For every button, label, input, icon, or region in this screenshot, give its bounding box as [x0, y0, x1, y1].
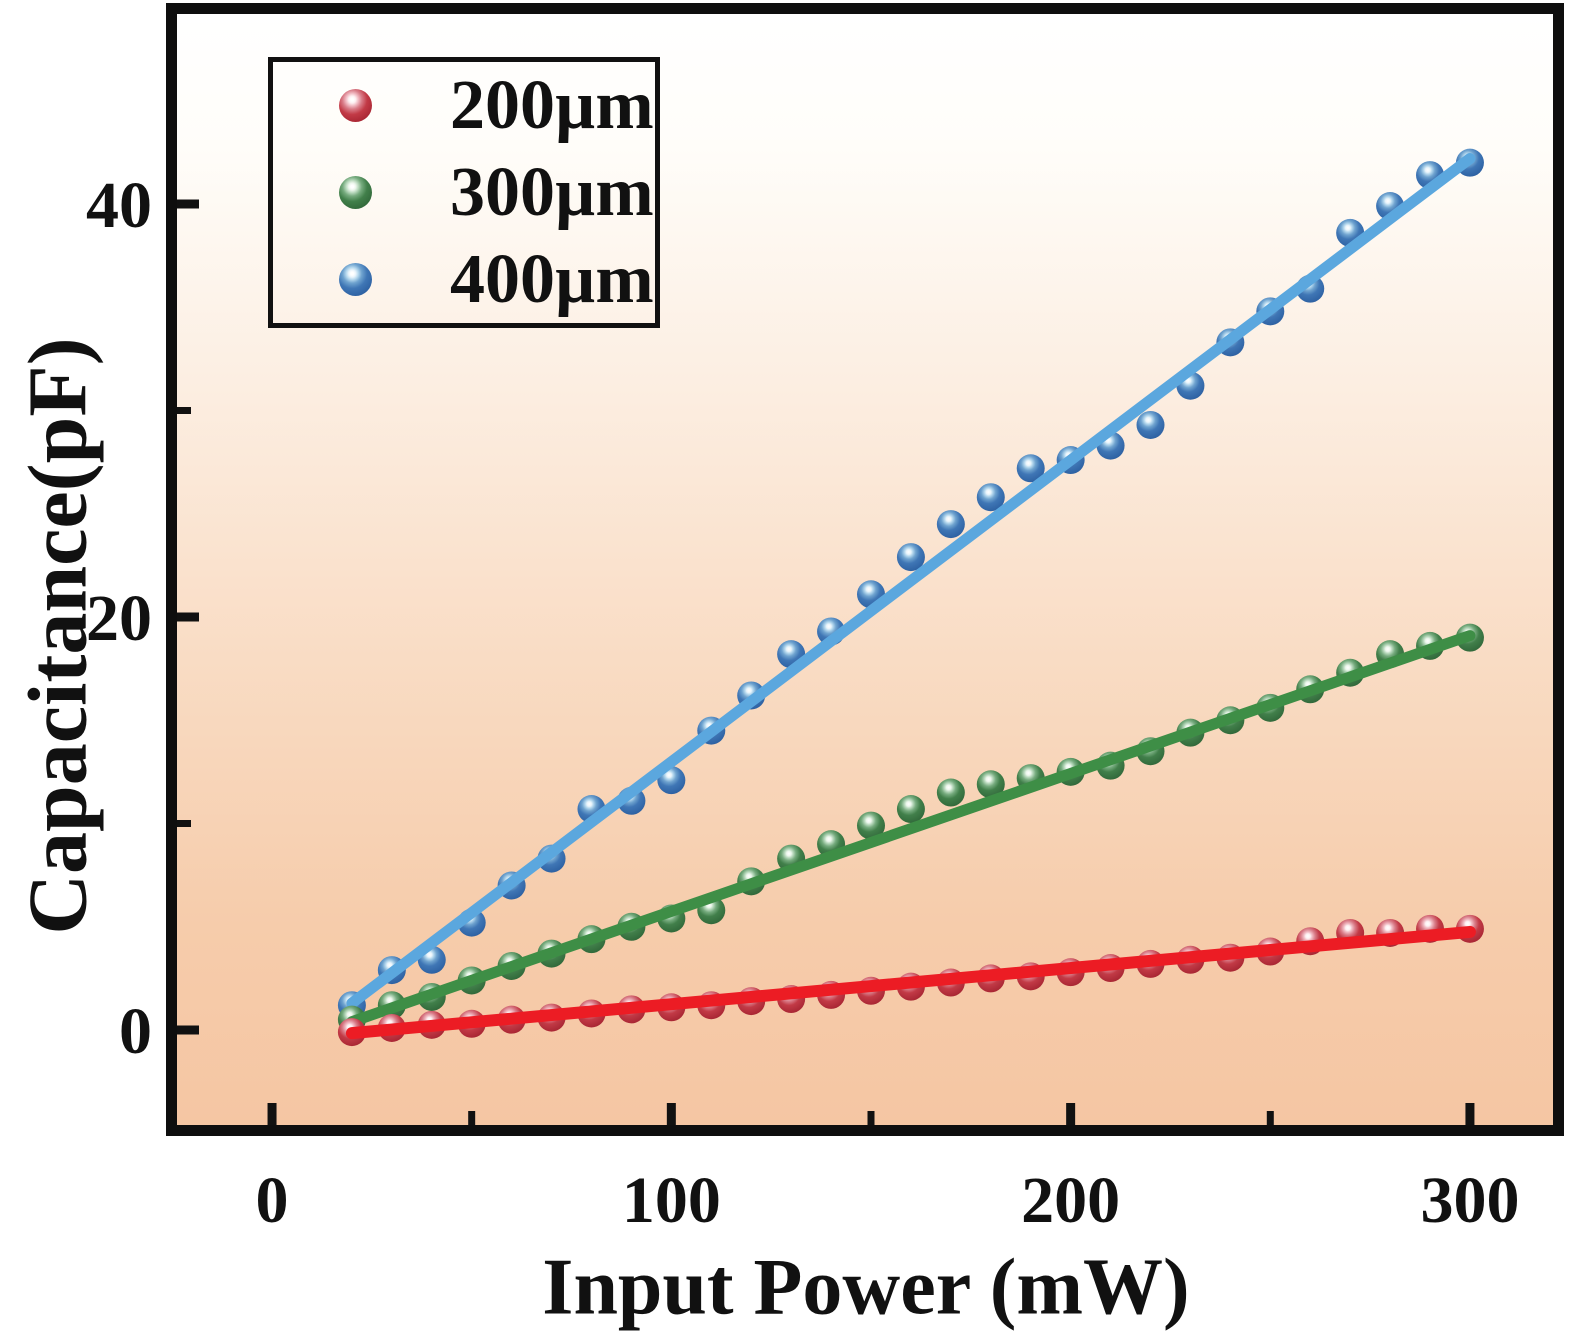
legend-item-400um: 400µm: [273, 240, 655, 318]
data-point-green: [976, 770, 1005, 799]
data-point-blue: [976, 483, 1005, 512]
legend-marker-300um-icon: [339, 176, 372, 209]
x-tick-label: 100: [622, 1164, 721, 1237]
data-point-blue: [1136, 410, 1165, 439]
legend-item-300um: 300µm: [273, 153, 655, 231]
legend-label-400um: 400µm: [450, 240, 654, 318]
legend-label-300um: 300µm: [450, 153, 654, 231]
legend-label-200um: 200µm: [450, 66, 654, 144]
plot-frame: [166, 3, 1564, 1136]
data-point-blue: [896, 543, 925, 572]
x-tick-label: 0: [256, 1164, 289, 1237]
x-axis-title: Input Power (mW): [542, 1243, 1190, 1331]
data-point-green: [936, 778, 965, 807]
x-tick-label: 300: [1420, 1164, 1519, 1237]
legend-item-200um: 200µm: [273, 66, 655, 144]
fit-line-green: [346, 630, 1476, 1028]
data-point-green: [856, 811, 885, 840]
y-tick-label: 40: [86, 169, 152, 242]
data-point-green: [896, 795, 925, 824]
legend-marker-400um-icon: [339, 263, 372, 296]
fit-line-red: [345, 925, 1476, 1040]
y-tick-label: 0: [119, 995, 152, 1068]
x-tick-label: 200: [1021, 1164, 1120, 1237]
data-point-blue: [1016, 454, 1045, 483]
plot-area: 0 100 200 300 0 20 40: [86, 3, 1564, 1237]
y-tick-label: 20: [86, 582, 152, 655]
y-axis-title: Capacitance(pF): [11, 337, 105, 935]
data-point-blue: [936, 510, 965, 539]
legend-box: 200µm 300µm 400µm: [268, 57, 660, 328]
fit-line-blue: [346, 153, 1476, 1009]
legend-marker-200um-icon: [339, 89, 372, 122]
